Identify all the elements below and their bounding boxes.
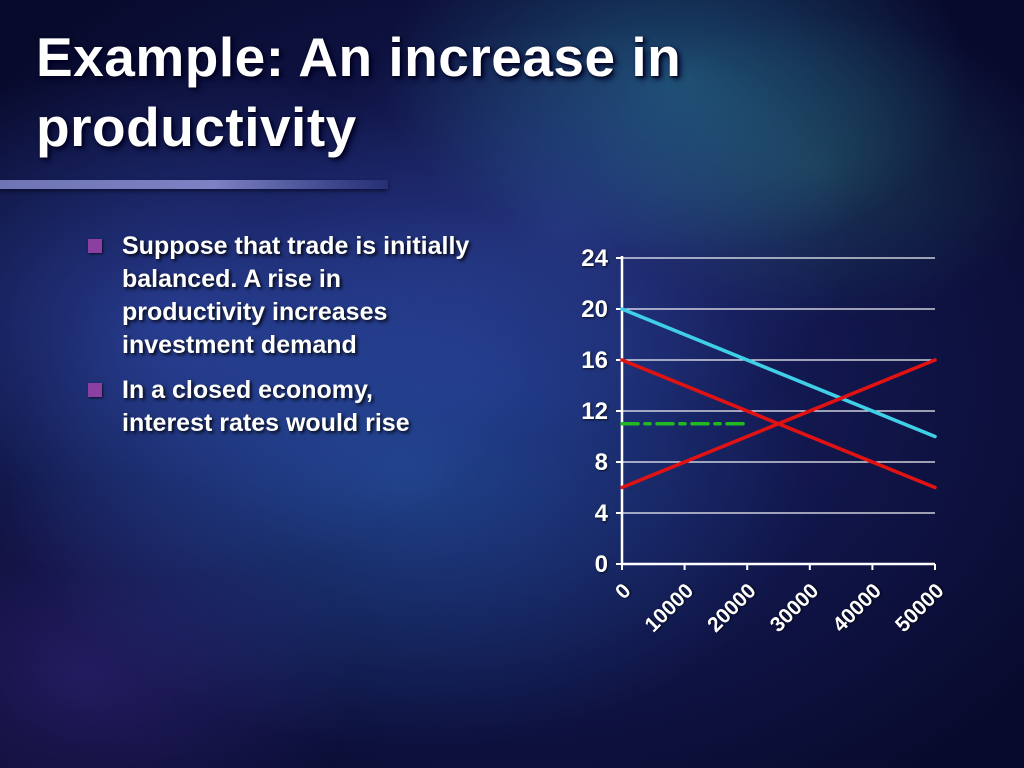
x-axis-tick-label: 20000: [703, 579, 761, 637]
line-chart: 0 4 8 12 16 20 24 0 10000 20000 30000 40000 50000: [550, 238, 1010, 668]
bullet-text: Suppose that trade is initially balanced…: [122, 232, 470, 359]
bullet-list: Suppose that trade is initially balanced…: [88, 230, 518, 452]
x-axis-tick-label: 10000: [641, 579, 699, 637]
y-axis-tick-label: 0: [595, 551, 608, 578]
x-axis-tick-label: 30000: [766, 579, 824, 637]
y-axis-tick-label: 24: [581, 245, 608, 272]
bullet-item: Suppose that trade is initially balanced…: [88, 230, 518, 362]
bullet-item: In a closed economy, interest rates woul…: [88, 374, 518, 440]
y-axis-tick-label: 20: [581, 296, 608, 323]
y-axis-tick-label: 8: [595, 449, 608, 476]
bullet-square-icon: [88, 383, 102, 397]
y-axis-tick-label: 12: [581, 398, 608, 425]
title-underline-bar: [0, 180, 388, 189]
slide-title: Example: An increase in productivity: [36, 26, 682, 159]
bullet-square-icon: [88, 239, 102, 253]
x-axis-tick-label: 0: [611, 579, 636, 604]
x-axis-tick-label: 50000: [891, 579, 949, 637]
red-upward-line: [620, 358, 937, 490]
bullet-text: In a closed economy, interest rates woul…: [122, 376, 410, 437]
y-axis-tick-label: 16: [581, 347, 608, 374]
x-axis-tick-label: 40000: [828, 579, 886, 637]
y-axis-tick-label: 4: [595, 500, 609, 527]
cyan-downward-line: [620, 307, 937, 439]
